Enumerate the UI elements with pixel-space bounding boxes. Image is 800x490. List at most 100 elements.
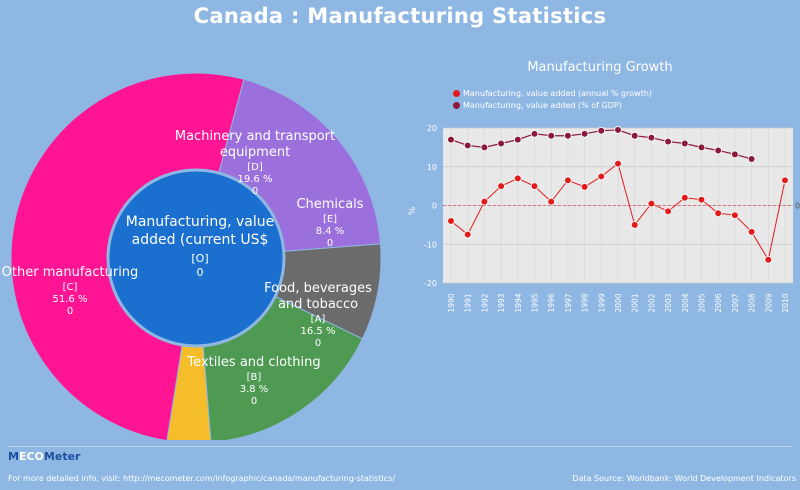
- series-point: [647, 199, 656, 208]
- series-point: [580, 130, 589, 138]
- series-point: [514, 135, 522, 144]
- slice-detail: [D]: [247, 162, 263, 173]
- slice-name: and tobacco: [278, 297, 358, 312]
- slice-detail: 3.8 %: [240, 384, 269, 395]
- x-tick-label: 1998: [581, 293, 590, 312]
- slice-label: Other manufacturing [C]51.6 %0: [2, 265, 139, 317]
- y-tick-label: -20: [424, 279, 437, 288]
- series-point: [664, 207, 672, 216]
- slice-label: Textiles and clothing [B]3.8 %0: [186, 355, 320, 407]
- x-tick-label: 2006: [714, 293, 723, 312]
- center-text: Manufacturing, value: [126, 214, 275, 230]
- legend-label-gdp: Manufacturing, value added (% of GDP): [463, 101, 622, 110]
- series-point: [614, 159, 622, 168]
- legend-label-growth: Manufacturing, value added (annual % gro…: [463, 89, 653, 98]
- center-text: 0: [197, 266, 204, 279]
- footer-divider: [8, 446, 792, 447]
- x-tick-label: 1991: [464, 293, 473, 312]
- slice-detail: 51.6 %: [53, 294, 88, 305]
- y-axis-label: %: [408, 206, 418, 215]
- y-tick-label: -10: [424, 240, 437, 249]
- x-tick-label: 2009: [764, 293, 773, 312]
- center-text: [O]: [191, 252, 208, 265]
- slice-detail: 0: [327, 238, 333, 249]
- legend-dot-growth: [453, 90, 460, 97]
- series-point: [614, 126, 622, 134]
- line-chart-title: Manufacturing Growth: [527, 60, 673, 75]
- slice-name: Other manufacturing: [2, 265, 139, 280]
- x-tick-label: 2010: [781, 293, 790, 312]
- series-point: [714, 146, 723, 155]
- series-point: [731, 150, 739, 159]
- x-tick-label: 1993: [497, 293, 506, 312]
- slice-detail: 0: [315, 338, 321, 349]
- series-point: [564, 131, 572, 140]
- x-tick-label: 1999: [597, 293, 606, 312]
- x-tick-label: 2002: [647, 293, 656, 312]
- series-point: [731, 211, 739, 219]
- slice-detail: 19.6 %: [238, 174, 273, 185]
- series-point: [480, 197, 489, 206]
- series-point: [680, 193, 689, 202]
- series-point: [764, 255, 773, 264]
- series-point: [514, 174, 522, 183]
- center-text: added (current US$: [132, 232, 269, 248]
- series-point: [530, 182, 539, 190]
- series-point: [664, 137, 672, 146]
- slice-detail: 16.5 %: [301, 326, 336, 337]
- legend-item-growth: Manufacturing, value added (annual % gro…: [453, 89, 652, 98]
- series-point: [480, 143, 489, 152]
- x-tick-label: 1992: [480, 293, 489, 312]
- y-tick-label: 10: [427, 163, 437, 172]
- slice-detail: 8.4 %: [316, 226, 345, 237]
- legend-dot-gdp: [453, 102, 460, 109]
- y-tick-label: 20: [427, 124, 437, 133]
- series-point: [597, 172, 606, 181]
- series-point: [697, 143, 706, 152]
- series-point: [547, 131, 556, 140]
- legend-item-gdp: Manufacturing, value added (% of GDP): [453, 101, 622, 110]
- series-point: [463, 141, 472, 150]
- x-tick-label: 2004: [681, 293, 690, 312]
- footer-url[interactable]: For more detailed info, visit: http://me…: [8, 474, 396, 483]
- donut-slice: [166, 257, 212, 440]
- series-point: [530, 130, 539, 138]
- series-point: [580, 183, 589, 191]
- x-tick-label: 2003: [664, 293, 673, 312]
- x-tick-label: 2008: [748, 293, 757, 312]
- slice-name: equipment: [220, 145, 290, 160]
- series-point: [630, 131, 639, 140]
- x-tick-label: 2005: [698, 293, 707, 312]
- slice-label: Chemicals [E]8.4 %0: [296, 197, 363, 249]
- series-point: [647, 133, 656, 142]
- series-point: [747, 155, 756, 163]
- series-point: [714, 209, 723, 218]
- series-point: [564, 176, 572, 185]
- series-point: [781, 176, 789, 185]
- x-tick-label: 1994: [514, 293, 523, 312]
- series-point: [597, 126, 606, 135]
- line-chart: % -20 -10 0 10 20 1990 1991 1992 1993 1994 1995 199…: [408, 124, 800, 313]
- x-tick-label: 1997: [564, 293, 573, 312]
- series-point: [747, 228, 756, 236]
- series-point: [463, 230, 472, 239]
- slice-name: Food, beverages: [264, 281, 372, 296]
- slice-detail: 0: [67, 306, 73, 317]
- y-tick-label: 0: [432, 202, 437, 211]
- x-tick-label: 1996: [547, 293, 556, 312]
- slice-detail: [C]: [63, 282, 78, 293]
- series-point: [547, 197, 556, 206]
- slice-detail: [A]: [311, 314, 326, 325]
- page-title: Canada : Manufacturing Statistics: [193, 4, 607, 28]
- series-point: [697, 195, 706, 204]
- series-point: [447, 135, 455, 144]
- slice-detail: 0: [251, 396, 257, 407]
- slice-detail: [E]: [323, 214, 337, 225]
- series-point: [680, 139, 689, 148]
- brand-logo: MECOMeter: [8, 450, 81, 463]
- footer-source: Data Source: Worldbank: World Developmen…: [572, 474, 796, 483]
- series-point: [497, 139, 505, 148]
